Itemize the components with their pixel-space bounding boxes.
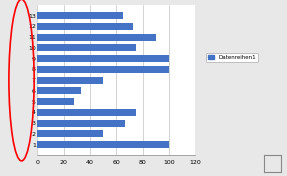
Bar	[37, 87, 81, 94]
Bar	[37, 66, 169, 73]
Bar	[37, 12, 123, 19]
Bar	[37, 141, 169, 148]
Bar	[37, 23, 133, 30]
Bar	[37, 34, 156, 41]
Bar	[37, 98, 74, 105]
Bar	[37, 44, 136, 51]
Bar	[37, 55, 169, 62]
Bar	[37, 130, 103, 137]
Bar	[37, 120, 125, 127]
Bar	[37, 77, 103, 84]
Legend: Datenreihen1: Datenreihen1	[206, 53, 258, 62]
Bar	[37, 109, 136, 116]
